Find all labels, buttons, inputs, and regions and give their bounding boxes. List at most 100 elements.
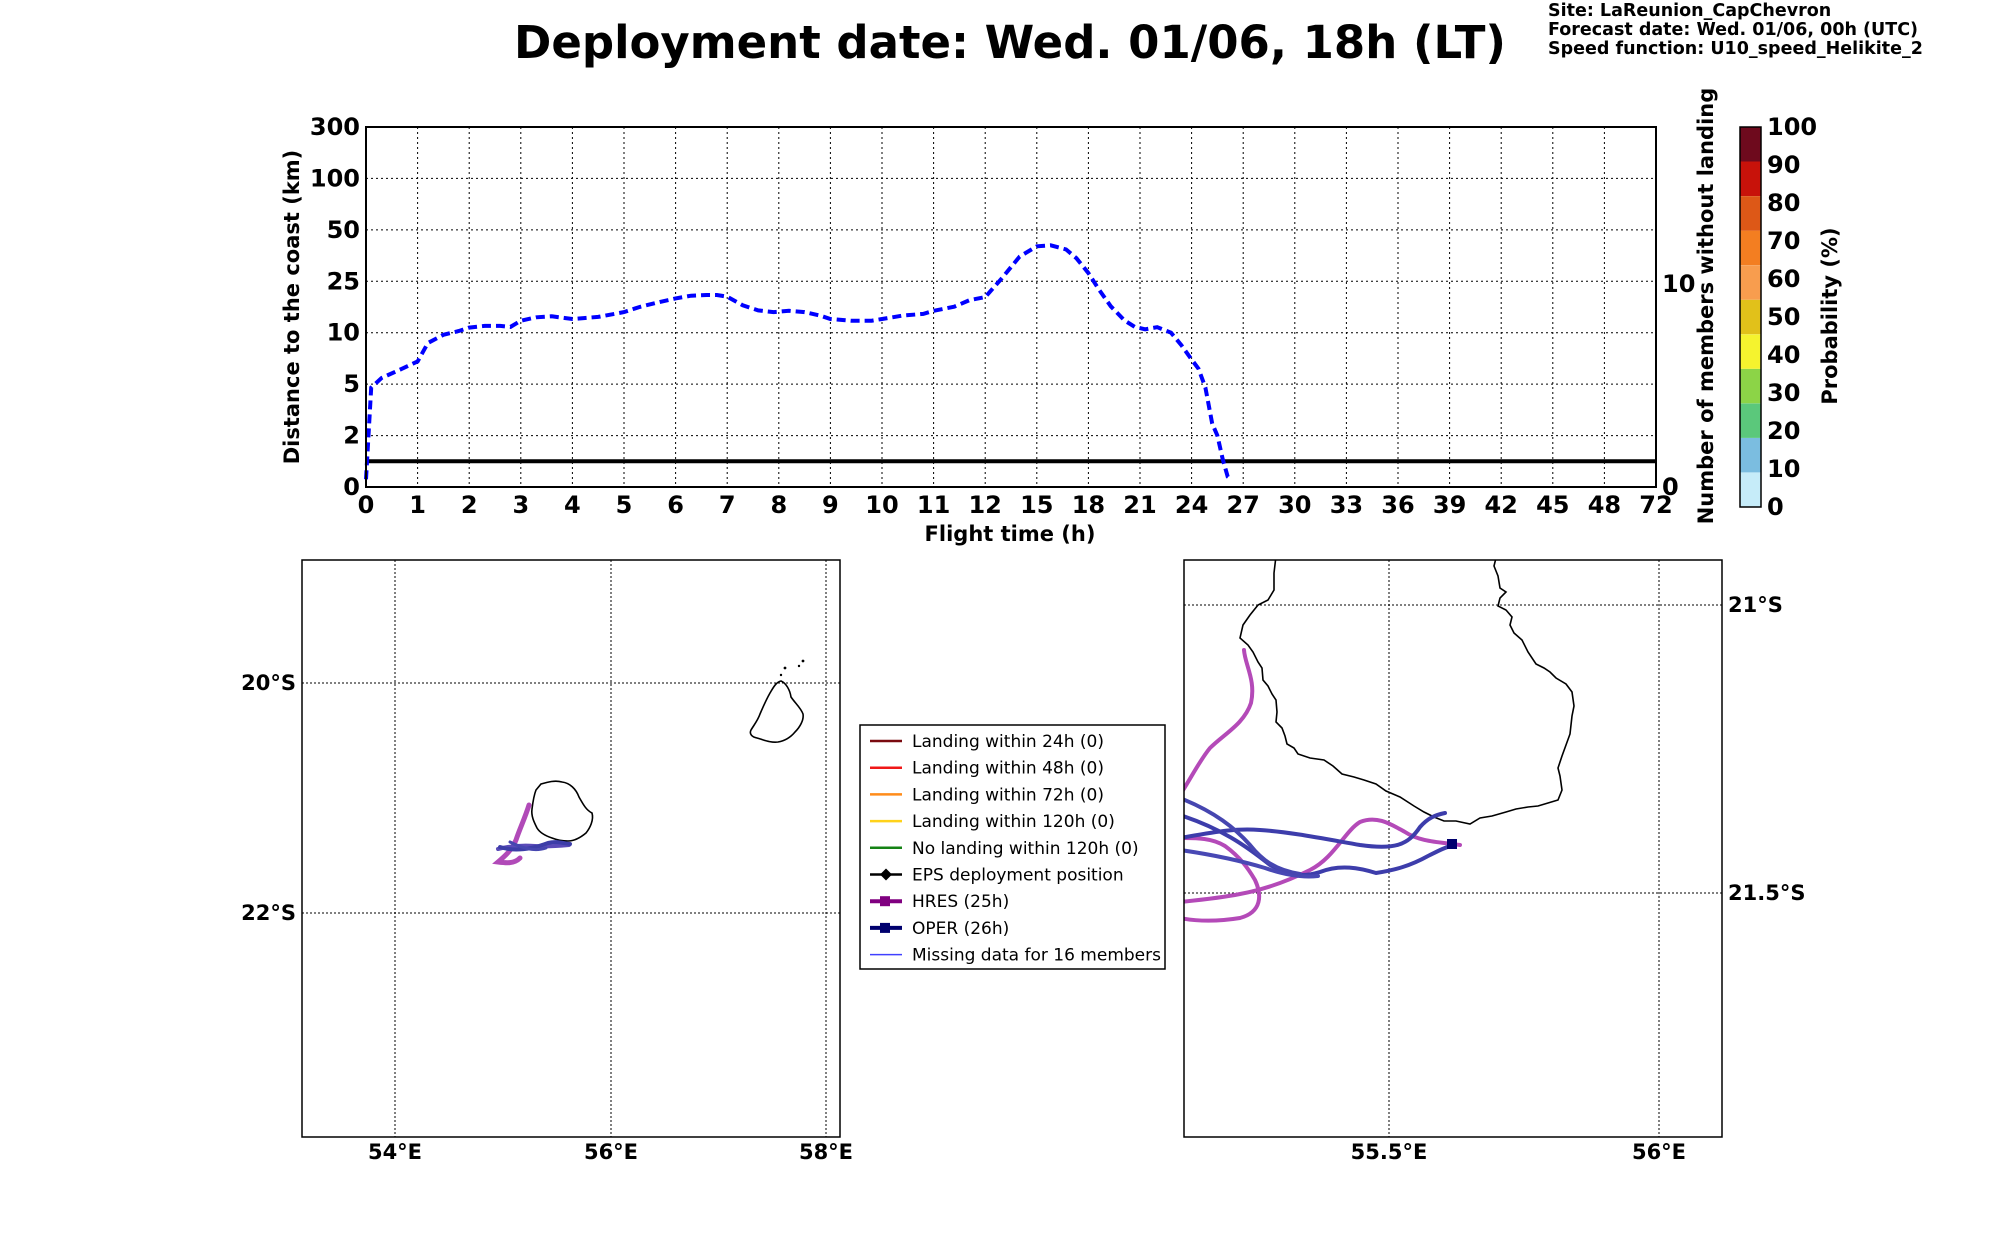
colorbar-tick-label: 10 <box>1767 455 1800 483</box>
oper-deployment-marker <box>1447 839 1457 849</box>
chart-title: Deployment date: Wed. 01/06, 18h (LT) <box>514 16 1506 69</box>
oper-trajectory <box>1184 797 1302 876</box>
lat-tick-label: 22°S <box>241 901 296 925</box>
legend-item: Landing within 24h (0) <box>870 732 1104 752</box>
reunion-coastline <box>531 780 594 842</box>
site-label: Site: LaReunion_CapChevron <box>1548 1 1832 21</box>
x-axis-label: Flight time (h) <box>925 522 1096 546</box>
colorbar-cell <box>1740 230 1761 266</box>
legend-label: Landing within 24h (0) <box>912 732 1104 752</box>
x-tick-label: 21 <box>1123 491 1156 519</box>
x-tick-label: 7 <box>719 491 736 519</box>
y-tick-label: 300 <box>310 113 360 141</box>
mauritius-coastline <box>749 680 804 743</box>
legend-label: EPS deployment position <box>912 866 1124 886</box>
colorbar-cell <box>1740 265 1761 300</box>
legend-marker <box>880 896 890 907</box>
legend-item: No landing within 120h (0) <box>870 839 1139 859</box>
probability-colorbar: 0 10 20 30 40 50 60 70 80 90 100 Probability (%) <box>1739 113 1842 521</box>
y2-tick-label: 0 <box>1662 473 1679 501</box>
x-tick-label: 4 <box>564 491 581 519</box>
colorbar-cell <box>1740 472 1761 507</box>
speed-function-label: Speed function: U10_speed_Helikite_2 <box>1548 39 1923 59</box>
x-tick-label: 45 <box>1536 491 1569 519</box>
forecast-date-label: Forecast date: Wed. 01/06, 00h (UTC) <box>1548 20 1919 40</box>
map-gridlines <box>1184 560 1722 1137</box>
legend-label: No landing within 120h (0) <box>912 839 1139 859</box>
y2-tick-label: 10 <box>1662 270 1695 298</box>
chart-grid <box>366 127 1656 487</box>
lat-tick-label: 21°S <box>1728 593 1783 617</box>
colorbar-cells <box>1740 127 1761 507</box>
legend-marker <box>880 922 890 933</box>
y-tick-label: 2 <box>343 422 360 450</box>
hres-trajectory <box>1184 817 1462 904</box>
zoom-map: 55.5°E 56°E 21°S 21.5°S <box>1183 559 1805 1164</box>
legend-item: Landing within 72h (0) <box>870 785 1104 805</box>
colorbar-tick-label: 40 <box>1767 341 1800 369</box>
x-tick-label: 6 <box>667 491 684 519</box>
y-axis-label: Distance to the coast (km) <box>280 150 304 465</box>
legend-label: OPER (26h) <box>912 919 1009 939</box>
hres-trajectory <box>1184 836 1262 923</box>
x-tick-label: 30 <box>1278 491 1311 519</box>
colorbar-cell <box>1740 403 1761 438</box>
lat-tick-label: 20°S <box>241 671 296 695</box>
x-tick-label: 72 <box>1639 491 1672 519</box>
x-tick-label: 1 <box>409 491 426 519</box>
colorbar-tick-label: 20 <box>1767 417 1800 445</box>
lon-tick-label: 54°E <box>368 1140 422 1164</box>
x-tick-label: 10 <box>865 491 898 519</box>
legend-item: OPER (26h) <box>870 919 1009 939</box>
hres-trajectory <box>1184 648 1255 793</box>
lon-tick-label: 56°E <box>584 1140 638 1164</box>
map-gridlines <box>302 560 840 1137</box>
x-tick-label: 15 <box>1020 491 1053 519</box>
colorbar-tick-label: 100 <box>1767 113 1817 141</box>
y-tick-label: 50 <box>327 216 360 244</box>
x-tick-labels: 0 1 2 3 4 5 6 7 8 9 10 11 12 15 18 21 24 27 30 33 36 39 42 45 48… <box>358 491 1673 519</box>
colorbar-cell <box>1740 196 1761 231</box>
colorbar-cell <box>1740 161 1761 196</box>
y2-axis-label: Number of members without landing <box>1694 88 1718 525</box>
lon-tick-label: 55.5°E <box>1351 1140 1428 1164</box>
overview-trajectories <box>492 802 572 866</box>
colorbar-tick-labels: 0 10 20 30 40 50 60 70 80 90 100 <box>1767 113 1817 521</box>
x-tick-label: 8 <box>770 491 787 519</box>
zoom-map-frame <box>1183 559 1723 1138</box>
x-tick-label: 2 <box>461 491 478 519</box>
overview-map-frame <box>301 559 841 1138</box>
colorbar-tick-label: 90 <box>1767 151 1800 179</box>
legend-label: Landing within 48h (0) <box>912 759 1104 779</box>
legend-frame <box>859 724 1166 970</box>
legend-label: Landing within 120h (0) <box>912 812 1115 832</box>
legend-item: Missing data for 16 members <box>870 946 1161 966</box>
reunion-coastline-zoom <box>1239 560 1575 825</box>
colorbar-label: Probability (%) <box>1818 227 1842 404</box>
chart-marks <box>364 243 1656 481</box>
legend-label: Missing data for 16 members <box>912 946 1161 966</box>
x-tick-label: 39 <box>1433 491 1466 519</box>
x-tick-label: 9 <box>822 491 839 519</box>
legend-item: Landing within 120h (0) <box>870 812 1115 832</box>
colorbar-tick-label: 70 <box>1767 227 1800 255</box>
x-tick-label: 36 <box>1381 491 1414 519</box>
chart-plot-frame <box>365 126 1657 488</box>
colorbar-tick-label: 60 <box>1767 265 1800 293</box>
x-tick-label: 12 <box>968 491 1001 519</box>
colorbar-tick-label: 50 <box>1767 303 1800 331</box>
x-tick-label: 18 <box>1072 491 1105 519</box>
colorbar-cell <box>1740 299 1761 335</box>
oper-trajectory <box>1184 814 1457 878</box>
legend-label: HRES (25h) <box>912 892 1009 912</box>
y-tick-label: 25 <box>327 267 360 295</box>
x-tick-label: 0 <box>358 491 375 519</box>
x-tick-label: 27 <box>1226 491 1259 519</box>
x-tick-label: 11 <box>917 491 950 519</box>
distance-series-line <box>364 243 1233 481</box>
y-tick-label: 5 <box>343 370 360 398</box>
y-tick-label: 10 <box>327 319 360 347</box>
legend-item: EPS deployment position <box>870 866 1124 886</box>
lon-tick-label: 56°E <box>1632 1140 1686 1164</box>
